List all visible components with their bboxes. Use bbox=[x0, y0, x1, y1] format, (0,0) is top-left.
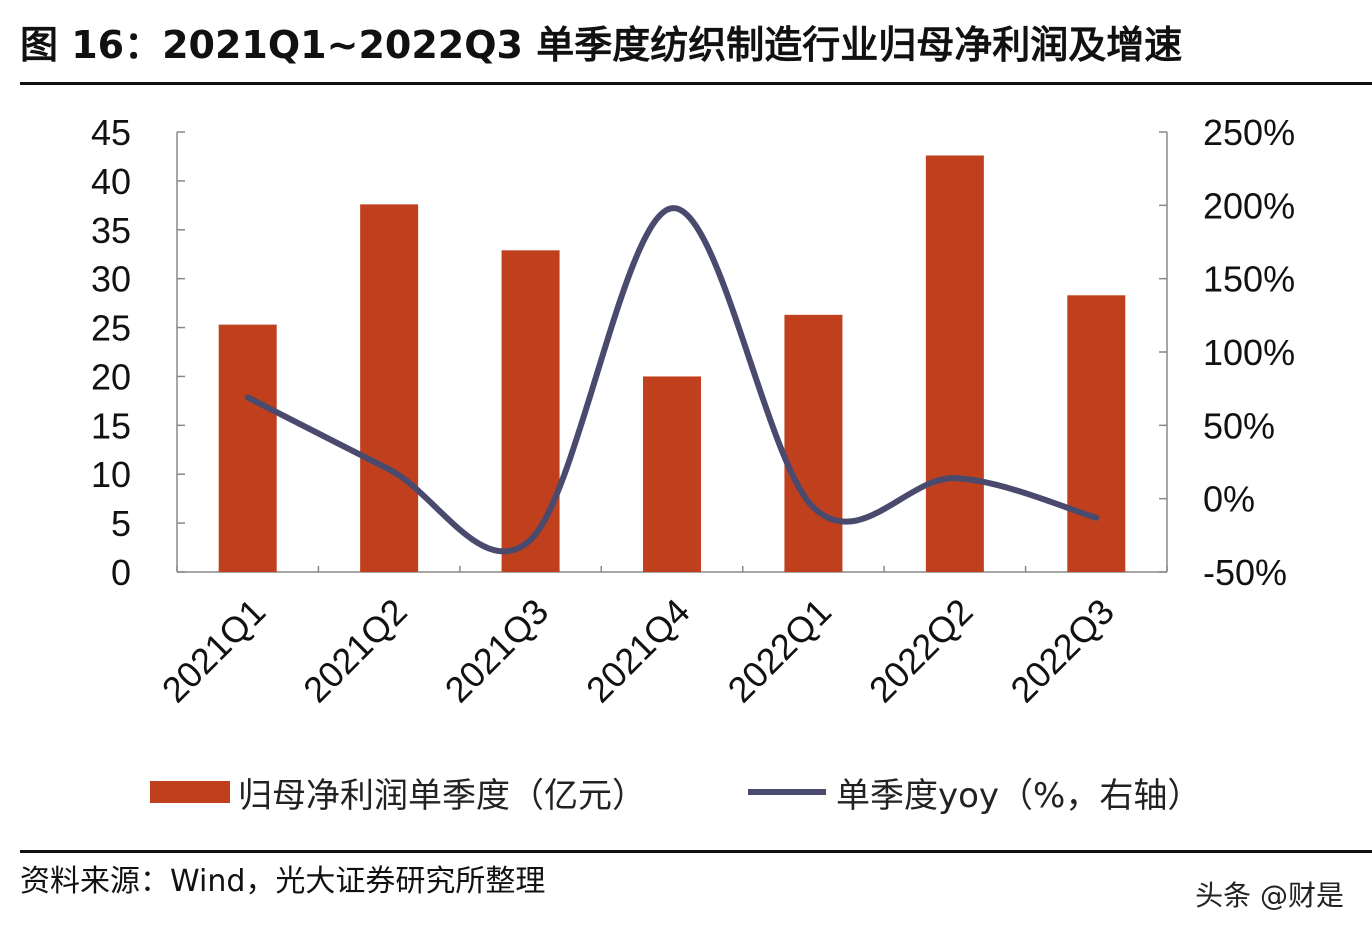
bar-2022Q2 bbox=[925, 155, 984, 572]
left-tick-label: 45 bbox=[91, 112, 131, 153]
legend-bar-label: 归母净利润单季度（亿元） bbox=[238, 776, 646, 816]
left-tick-label: 20 bbox=[91, 356, 131, 397]
right-tick-label: 150% bbox=[1203, 259, 1295, 300]
legend-line-label: 单季度yoy（%，右轴） bbox=[836, 776, 1201, 816]
bar-2021Q4 bbox=[643, 376, 701, 572]
bar-2022Q3 bbox=[1067, 295, 1126, 572]
right-tick-label: 100% bbox=[1203, 332, 1295, 373]
x-tick-label: 2022Q3 bbox=[1002, 591, 1122, 711]
source-note: 资料来源：Wind，光大证券研究所整理 bbox=[20, 864, 546, 899]
left-tick-label: 15 bbox=[91, 405, 131, 446]
right-tick-label: 200% bbox=[1203, 185, 1295, 226]
x-tick-label: 2021Q1 bbox=[154, 591, 274, 711]
left-tick-label: 35 bbox=[91, 210, 131, 251]
left-tick-label: 5 bbox=[111, 503, 131, 544]
x-tick-label: 2022Q1 bbox=[720, 591, 840, 711]
x-tick-label: 2021Q2 bbox=[295, 591, 415, 711]
right-tick-label: 0% bbox=[1203, 479, 1255, 520]
right-tick-label: 250% bbox=[1203, 112, 1295, 153]
left-tick-label: 40 bbox=[91, 161, 131, 202]
bar-2022Q1 bbox=[784, 314, 843, 572]
title-divider bbox=[20, 82, 1372, 85]
watermark: 头条 @财是 bbox=[1195, 879, 1344, 912]
legend-bar-swatch bbox=[150, 781, 230, 803]
chart-title: 图 16：2021Q1~2022Q3 单季度纺织制造行业归母净利润及增速 bbox=[20, 23, 1183, 67]
bar-2021Q2 bbox=[360, 204, 419, 572]
footer-divider bbox=[20, 850, 1372, 853]
left-tick-label: 25 bbox=[91, 308, 131, 349]
right-tick-label: -50% bbox=[1203, 552, 1287, 593]
left-tick-label: 0 bbox=[111, 552, 131, 593]
bar-2021Q3 bbox=[501, 250, 560, 573]
x-tick-label: 2021Q3 bbox=[437, 591, 557, 711]
left-tick-label: 30 bbox=[91, 259, 131, 300]
right-tick-label: 50% bbox=[1203, 405, 1275, 446]
x-tick-label: 2022Q2 bbox=[861, 591, 981, 711]
x-tick-label: 2021Q4 bbox=[578, 591, 698, 711]
bar-2021Q1 bbox=[218, 324, 277, 572]
yoy-line bbox=[244, 205, 1100, 555]
left-tick-label: 10 bbox=[91, 454, 131, 495]
